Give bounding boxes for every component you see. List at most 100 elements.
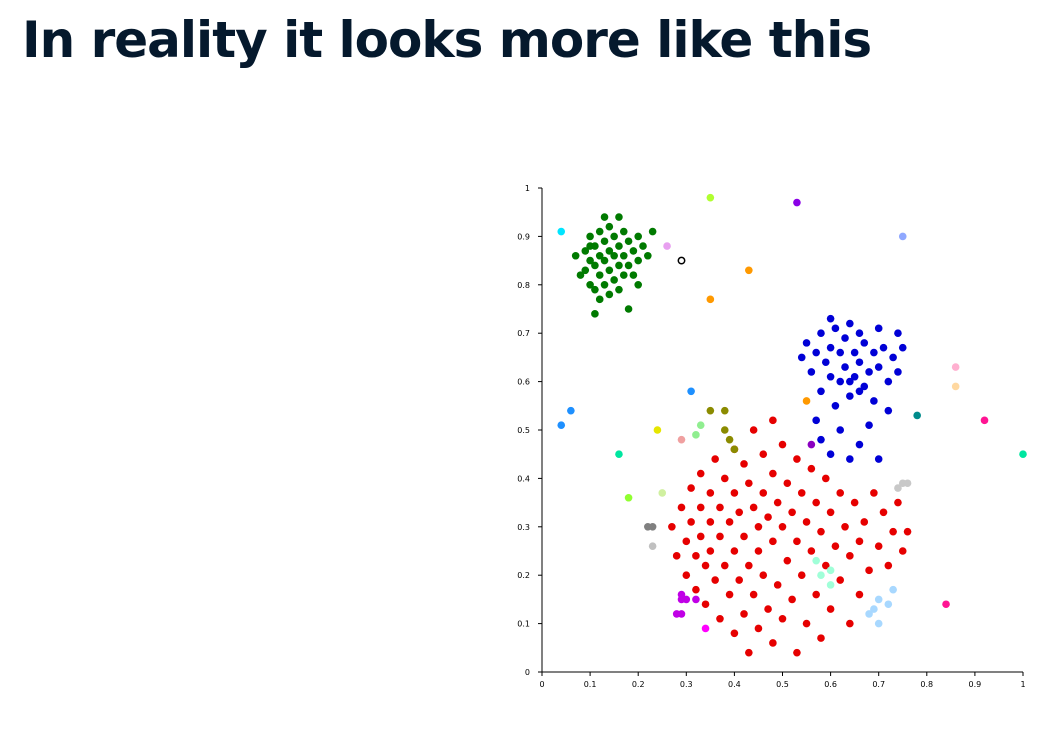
y-tick-label: 0.8 (517, 281, 530, 290)
data-point-cluster-blue (841, 363, 849, 371)
data-point-cluster-blue (803, 339, 811, 347)
data-point-cluster-blue (860, 339, 868, 347)
data-point-cluster-red (870, 489, 878, 497)
data-point-cluster-blue (827, 450, 835, 458)
data-point-cluster-red (726, 518, 734, 526)
data-point-cluster-green (606, 223, 614, 231)
data-point-cluster-red (808, 465, 816, 473)
data-point-outliers (913, 412, 921, 420)
data-point-cluster-green (625, 237, 633, 245)
data-point-cluster-red (788, 508, 796, 516)
data-point-cluster-green (620, 271, 628, 279)
data-point-cluster-red (726, 591, 734, 599)
data-point-outliers (658, 489, 666, 497)
data-point-outliers (649, 523, 657, 531)
x-tick-label: 0.2 (632, 680, 645, 689)
data-point-outliers (870, 605, 878, 613)
data-point-cluster-red (711, 455, 719, 463)
x-tick-label: 1 (1020, 680, 1025, 689)
data-point-cluster-red (735, 576, 743, 584)
data-point-outliers (663, 242, 671, 250)
data-point-cluster-red (798, 571, 806, 579)
data-point-cluster-green (615, 286, 623, 294)
data-point-cluster-green (615, 242, 623, 250)
data-point-cluster-blue (836, 349, 844, 357)
y-tick-label: 0 (525, 668, 530, 677)
data-point-cluster-red (865, 567, 873, 575)
data-point-cluster-blue (827, 344, 835, 352)
data-point-outliers (812, 557, 820, 565)
data-point-cluster-red (836, 576, 844, 584)
data-point-cluster-blue (836, 378, 844, 386)
data-point-cluster-green (610, 252, 618, 260)
data-point-cluster-red (880, 508, 888, 516)
data-point-cluster-blue (875, 363, 883, 371)
data-point-cluster-blue (846, 392, 854, 400)
data-point-cluster-blue (865, 421, 873, 429)
data-point-cluster-blue (865, 368, 873, 376)
data-point-outliers (702, 625, 710, 633)
data-point-cluster-blue (827, 315, 835, 323)
data-point-cluster-red (716, 615, 724, 623)
data-point-cluster-blue (846, 378, 854, 386)
x-tick-label: 0.7 (872, 680, 885, 689)
data-point-cluster-blue (856, 358, 864, 366)
data-point-cluster-red (803, 620, 811, 628)
data-point-cluster-red (779, 523, 787, 531)
data-point-outliers (952, 383, 960, 391)
data-point-outliers (889, 586, 897, 594)
data-point-cluster-blue (899, 344, 907, 352)
data-point-cluster-red (750, 504, 758, 512)
data-point-cluster-red (769, 470, 777, 478)
data-point-cluster-red (697, 533, 705, 541)
data-point-cluster-red (788, 596, 796, 604)
data-point-cluster-red (740, 533, 748, 541)
data-point-cluster-red (832, 542, 840, 550)
data-point-cluster-red (683, 571, 691, 579)
data-point-outliers (557, 421, 565, 429)
data-point-outliers (899, 233, 907, 241)
data-point-cluster-red (899, 547, 907, 555)
data-point-cluster-green (625, 305, 633, 313)
data-point-cluster-green (610, 233, 618, 241)
data-point-cluster-blue (817, 387, 825, 395)
data-point-cluster-red (779, 441, 787, 449)
data-point-cluster-blue (885, 378, 893, 386)
data-point-cluster-red (846, 552, 854, 560)
data-point-cluster-green (591, 286, 599, 294)
data-point-cluster-green (630, 247, 638, 255)
data-point-outliers (952, 363, 960, 371)
data-point-cluster-red (755, 523, 763, 531)
data-point-outliers (885, 600, 893, 608)
data-point-cluster-green (586, 233, 594, 241)
data-point-cluster-red (793, 538, 801, 546)
data-point-cluster-red (764, 513, 772, 521)
data-point-cluster-red (692, 586, 700, 594)
data-point-cluster-red (875, 542, 883, 550)
data-point-outliers (678, 610, 686, 618)
data-point-cluster-red (735, 508, 743, 516)
data-point-cluster-red (764, 605, 772, 613)
data-point-cluster-red (745, 479, 753, 487)
data-point-cluster-blue (832, 325, 840, 333)
data-point-outliers (654, 426, 662, 434)
data-point-cluster-red (683, 538, 691, 546)
data-point-cluster-red (731, 489, 739, 497)
data-point-cluster-red (745, 562, 753, 570)
data-point-cluster-green (572, 252, 580, 260)
data-point-cluster-red (707, 547, 715, 555)
data-point-cluster-red (702, 562, 710, 570)
data-point-cluster-red (856, 538, 864, 546)
data-point-cluster-green (620, 228, 628, 236)
data-point-cluster-blue (894, 368, 902, 376)
data-point-cluster-red (856, 591, 864, 599)
data-point-cluster-blue (894, 329, 902, 337)
data-point-cluster-blue (841, 334, 849, 342)
data-point-outliers (683, 596, 691, 604)
data-point-cluster-red (784, 479, 792, 487)
data-point-cluster-red (707, 518, 715, 526)
data-point-cluster-red (904, 528, 912, 536)
data-point-cluster-blue (856, 387, 864, 395)
data-point-cluster-red (716, 533, 724, 541)
data-point-cluster-red (702, 600, 710, 608)
